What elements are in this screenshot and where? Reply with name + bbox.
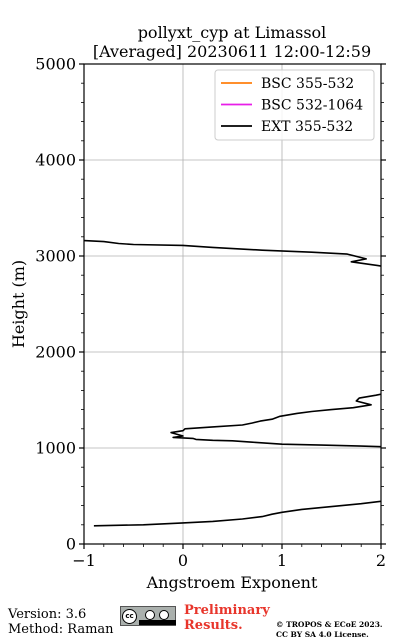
version-text: Version: 3.6 [8,607,87,622]
series-lines [84,239,381,527]
y-tick-label: 0 [66,535,76,554]
series-line-2 [84,239,381,527]
preliminary-line2: Results. [184,618,243,633]
legend-entry: BSC 355-532 [261,76,354,92]
cc-logo-icon: cc [122,609,137,624]
by-icon [145,610,155,620]
y-tick-label: 5000 [35,55,76,74]
y-tick-label: 1000 [35,439,76,458]
x-axis-label: Angstroem Exponent [146,573,318,592]
y-axis-label: Height (m) [9,260,28,348]
x-tick-label: 0 [178,551,188,570]
copyright-notice: © TROPOS & ECoE 2023. CC BY SA 4.0 Licen… [276,620,383,640]
plot-frame [83,63,382,545]
x-tick-label: 1 [277,551,287,570]
sa-icon [159,610,169,620]
x-tick-label: −1 [72,551,96,570]
y-tick-label: 3000 [35,247,76,266]
preliminary-line1: Preliminary [184,603,270,618]
x-tick-label: 2 [376,551,386,570]
legend: BSC 355-532 BSC 532-1064 EXT 355-532 [214,69,375,141]
preliminary-notice: Preliminary Results. [184,603,270,633]
legend-entry: BSC 532-1064 [261,98,363,114]
copyright-line1: © TROPOS & ECoE 2023. [276,620,383,629]
grid [84,64,381,544]
legend-box [214,69,375,141]
license-strip [139,620,176,625]
copyright-line2: CC BY SA 4.0 License. [276,630,369,639]
method-text: Method: Raman [8,622,114,637]
chart-title: pollyxt_cyp at Limassol [138,23,327,42]
y-tick-label: 4000 [35,151,76,170]
chart-subtitle: [Averaged] 20230611 12:00-12:59 [93,42,371,61]
legend-entry: EXT 355-532 [261,119,353,135]
y-tick-label: 2000 [35,343,76,362]
cc-license-icon: cc [120,606,176,626]
footer-info: Version: 3.6 Method: Raman [8,607,114,637]
